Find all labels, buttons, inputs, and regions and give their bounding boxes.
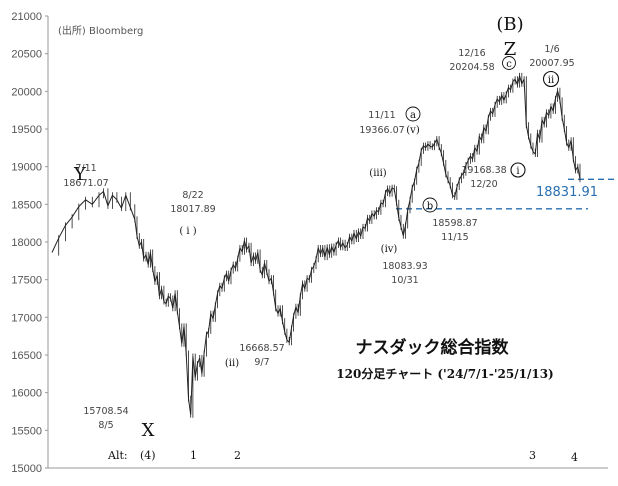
wave-label-ii-circled: ii bbox=[548, 75, 554, 86]
wave-circle-i bbox=[510, 162, 526, 178]
y-tick-label: 15000 bbox=[11, 463, 42, 475]
ann-1-6-date: 1/6 bbox=[544, 44, 559, 55]
ann-8-5-value: 15708.54 bbox=[83, 406, 128, 417]
wave-label-b: b bbox=[427, 201, 433, 212]
y-tick-label: 20500 bbox=[11, 49, 42, 61]
y-tick-label: 17500 bbox=[11, 275, 42, 287]
y-tick-label: 19000 bbox=[11, 162, 42, 174]
wave-circle-a bbox=[405, 106, 421, 122]
y-tick-label: 18500 bbox=[11, 199, 42, 211]
ann-11-11-value: 19366.07 bbox=[359, 125, 404, 136]
wave-label-i-circled: i bbox=[516, 166, 519, 177]
alt-label-4-paren: (4) bbox=[140, 449, 156, 462]
price-series-wicks bbox=[58, 72, 581, 418]
ann-7-11-value: 18671.07 bbox=[63, 178, 108, 189]
ann-12-20-value: 19168.38 bbox=[461, 165, 506, 176]
ann-12-16-date: 12/16 bbox=[458, 48, 485, 59]
y-tick-label: 16000 bbox=[11, 388, 42, 400]
y-tick-label: 20000 bbox=[11, 86, 42, 98]
ann-12-16-value: 20204.58 bbox=[449, 62, 494, 73]
alt-label-2: 2 bbox=[234, 449, 241, 462]
ann-7-11-date: 7/11 bbox=[75, 163, 96, 174]
wave-circle-ii bbox=[542, 70, 560, 88]
wave-label-b-major: (B) bbox=[496, 14, 523, 35]
chart-subtitle: 120分足チャート ('24/7/1-'25/1/13) bbox=[336, 366, 553, 381]
wave-label-v: (v) bbox=[406, 125, 420, 136]
y-tick-label: 16500 bbox=[11, 350, 42, 362]
y-tick-label: 19500 bbox=[11, 124, 42, 136]
ann-8-22-value: 18017.89 bbox=[170, 204, 215, 215]
wave-label-c: c bbox=[506, 59, 512, 70]
alt-label-3: 3 bbox=[529, 449, 536, 462]
ann-1-6-value: 20007.95 bbox=[529, 58, 574, 69]
wave-label-z: Z bbox=[504, 39, 517, 60]
wave-label-y: Y bbox=[73, 164, 87, 185]
ann-11-11-date: 11/11 bbox=[368, 110, 395, 121]
chart-title: ナスダック総合指数 bbox=[356, 337, 510, 358]
current-price-label: 18831.91 bbox=[536, 185, 598, 200]
ann-10-31-value: 18083.93 bbox=[382, 261, 427, 272]
wave-circle-c bbox=[502, 56, 516, 70]
y-axis-ticks: 15000 15500 16000 16500 17000 17500 18000 18500… bbox=[11, 11, 48, 475]
wave-label-iii: (iii) bbox=[369, 168, 386, 179]
alt-label-1: 1 bbox=[190, 449, 197, 462]
wave-label-iv: (iv) bbox=[381, 244, 398, 255]
wave-label-ii: (ii) bbox=[225, 358, 239, 369]
ann-10-31-date: 10/31 bbox=[391, 275, 418, 286]
ann-8-5-date: 8/5 bbox=[98, 420, 113, 431]
y-tick-label: 15500 bbox=[11, 425, 42, 437]
wave-label-x: X bbox=[142, 420, 155, 441]
price-series-line bbox=[51, 73, 581, 415]
source-label: (出所) Bloomberg bbox=[58, 24, 143, 37]
ann-11-15-date: 11/15 bbox=[441, 232, 468, 243]
ann-11-15-value: 18598.87 bbox=[432, 218, 477, 229]
wave-circle-b bbox=[422, 197, 438, 213]
alt-label: Alt: bbox=[107, 449, 128, 462]
y-tick-label: 18000 bbox=[11, 237, 42, 249]
alt-label-4: 4 bbox=[571, 451, 578, 464]
ann-12-20-date: 12/20 bbox=[470, 179, 497, 190]
ann-9-7-value: 16668.57 bbox=[239, 343, 284, 354]
ann-9-7-date: 9/7 bbox=[254, 357, 269, 368]
ann-8-22-date: 8/22 bbox=[182, 190, 203, 201]
wave-label-i: ( i ) bbox=[179, 226, 196, 237]
y-tick-label: 17000 bbox=[11, 312, 42, 324]
y-tick-label: 21000 bbox=[11, 11, 42, 23]
wave-label-a: a bbox=[410, 110, 416, 121]
